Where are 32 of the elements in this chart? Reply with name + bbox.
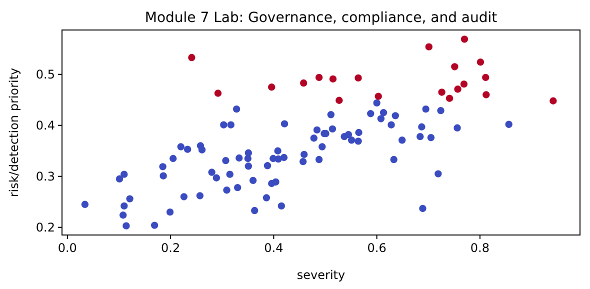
point <box>329 75 337 83</box>
point <box>476 58 484 66</box>
x-tick-label: 0.0 <box>58 241 77 255</box>
point <box>374 92 382 100</box>
point <box>315 74 323 82</box>
y-axis-title: risk/detection priority <box>7 68 21 198</box>
x-tick-label: 0.8 <box>470 241 490 255</box>
x-tick-label: 0.2 <box>161 241 180 255</box>
point <box>451 63 458 70</box>
point <box>460 36 468 43</box>
x-tick-label: 0.4 <box>264 241 284 255</box>
y-tick-label: 0.4 <box>36 118 55 133</box>
point <box>454 86 462 93</box>
point <box>336 96 343 104</box>
point <box>550 97 557 104</box>
point <box>482 91 490 98</box>
point <box>188 54 196 62</box>
x-tick-label: 0.6 <box>367 241 386 255</box>
y-tick-label: 0.5 <box>36 68 55 82</box>
point <box>482 74 490 82</box>
y-tick-label: 0.2 <box>36 220 55 235</box>
point <box>354 74 362 82</box>
point <box>438 88 446 96</box>
point <box>268 84 276 91</box>
x-axis-title: severity <box>296 268 346 282</box>
point <box>446 94 454 102</box>
point <box>214 90 222 97</box>
point <box>300 79 308 87</box>
y-tick-label: 0.3 <box>36 170 55 184</box>
chart-title: Module 7 Lab: Governance, compliance, and audit <box>144 10 498 26</box>
point <box>460 80 468 88</box>
point <box>425 43 433 50</box>
